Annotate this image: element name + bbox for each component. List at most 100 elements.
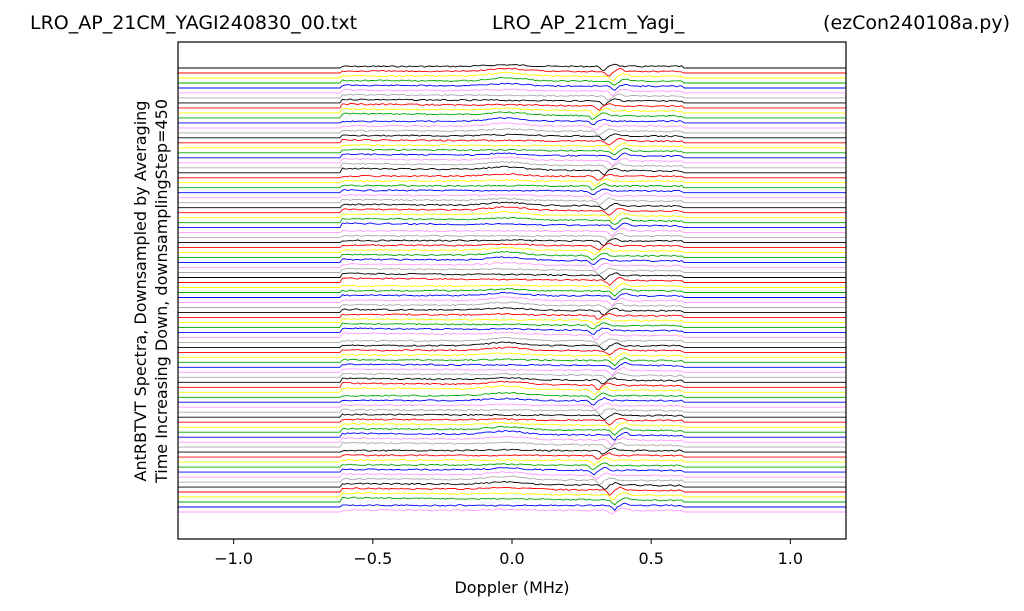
x-axis-ticks: −1.0 −0.5 0.0 0.5 1.0 bbox=[214, 539, 803, 568]
spectrum-trace bbox=[178, 447, 846, 455]
spectrum-trace bbox=[178, 380, 846, 390]
spectrum-trace bbox=[178, 317, 846, 325]
spectrum-trace bbox=[178, 156, 846, 167]
spectrum-trace bbox=[178, 82, 846, 91]
spectrum-trace bbox=[178, 372, 846, 381]
spectrum-trace bbox=[178, 147, 846, 156]
spectrum-trace bbox=[178, 152, 846, 161]
spectrum-trace bbox=[178, 352, 846, 361]
spectrum-trace bbox=[178, 71, 846, 82]
spectrum-trace bbox=[178, 507, 846, 515]
spectrum-trace bbox=[178, 283, 846, 292]
spectrum-trace bbox=[178, 301, 846, 311]
spectrum-trace bbox=[178, 188, 846, 196]
spectrum-trace bbox=[178, 117, 846, 126]
spectrum-trace bbox=[178, 232, 846, 241]
spectrum-trace bbox=[178, 462, 846, 470]
spectrum-trace bbox=[178, 396, 846, 406]
spectrum-trace bbox=[178, 67, 846, 77]
spectrum-trace bbox=[178, 77, 846, 86]
spectrum-trace bbox=[178, 408, 846, 416]
spectra-traces bbox=[178, 63, 846, 515]
spectrum-trace bbox=[178, 227, 846, 237]
spectrum-trace bbox=[178, 367, 846, 377]
spectrum-trace bbox=[178, 206, 846, 216]
x-axis-label: Doppler (MHz) bbox=[454, 578, 569, 597]
spectrum-trace bbox=[178, 336, 846, 347]
spectrum-trace bbox=[178, 346, 846, 356]
y-axis-label-group: AntRBTVT Spectra, Downsampled by Averagi… bbox=[131, 99, 171, 484]
spectrum-trace bbox=[178, 452, 846, 460]
y-axis-label-line-2: Time Increasing Down, downsamplingStep=4… bbox=[152, 99, 171, 484]
spectrum-trace bbox=[178, 402, 846, 411]
x-tick-label: 1.0 bbox=[778, 549, 803, 568]
spectrum-trace bbox=[178, 133, 846, 141]
spectrum-trace bbox=[178, 272, 846, 281]
spectrum-trace bbox=[178, 246, 846, 256]
spectrum-trace bbox=[178, 296, 846, 307]
spectrum-trace bbox=[178, 127, 846, 136]
spectrum-trace bbox=[178, 107, 846, 116]
spectrum-trace bbox=[178, 422, 846, 431]
spectrum-trace bbox=[178, 322, 846, 330]
spectrum-trace bbox=[178, 486, 846, 496]
spectrum-trace bbox=[178, 182, 846, 191]
spectrum-trace bbox=[178, 173, 846, 181]
spectrum-trace bbox=[178, 160, 846, 170]
spectrum-trace bbox=[178, 341, 846, 351]
spectrum-trace bbox=[178, 238, 846, 246]
x-tick-label: −0.5 bbox=[353, 549, 392, 568]
spectrum-trace bbox=[178, 331, 846, 341]
spectrum-trace bbox=[178, 491, 846, 501]
spectrum-trace bbox=[178, 376, 846, 385]
spectrum-trace bbox=[178, 412, 846, 421]
spectrum-trace bbox=[178, 256, 846, 265]
spectrum-trace bbox=[178, 480, 846, 491]
spectrum-trace bbox=[178, 103, 846, 111]
spectrum-trace bbox=[178, 201, 846, 211]
spectrum-trace bbox=[178, 267, 846, 276]
spectrum-trace bbox=[178, 216, 846, 225]
spectrum-trace bbox=[178, 502, 846, 512]
title-filename: LRO_AP_21CM_YAGI240830_00.txt bbox=[30, 12, 357, 34]
spectrum-trace bbox=[178, 466, 846, 476]
spectrum-trace bbox=[178, 417, 846, 426]
spectrum-trace bbox=[178, 197, 846, 207]
spectrum-trace bbox=[178, 276, 846, 287]
spectrum-trace bbox=[178, 192, 846, 201]
spectrum-trace bbox=[178, 288, 846, 297]
title-antenna: LRO_AP_21cm_Yagi_ bbox=[492, 12, 685, 34]
spectrum-trace bbox=[178, 111, 846, 120]
y-axis-label-line-1: AntRBTVT Spectra, Downsampled by Averagi… bbox=[131, 101, 150, 482]
spectrum-trace bbox=[178, 430, 846, 441]
spectrum-trace bbox=[178, 475, 846, 486]
spectrum-trace bbox=[178, 307, 846, 316]
x-tick-label: 0.5 bbox=[638, 549, 663, 568]
spectrum-trace bbox=[178, 435, 846, 446]
spectrum-trace bbox=[178, 385, 846, 395]
spectrum-trace bbox=[178, 391, 846, 401]
spectrum-trace bbox=[178, 457, 846, 466]
spectrum-trace bbox=[178, 210, 846, 221]
spectrum-trace bbox=[178, 327, 846, 335]
spectrum-trace bbox=[178, 63, 846, 71]
spectrum-trace bbox=[178, 356, 846, 367]
x-tick-label: −1.0 bbox=[214, 549, 253, 568]
spectrum-trace bbox=[178, 222, 846, 230]
spectrum-trace bbox=[178, 138, 846, 146]
spectrum-trace bbox=[178, 425, 846, 436]
spectrum-trace bbox=[178, 251, 846, 261]
spectrum-trace bbox=[178, 242, 846, 251]
spectrum-trace bbox=[178, 291, 846, 301]
spectrum-trace bbox=[178, 142, 846, 152]
spectrum-trace bbox=[178, 88, 846, 97]
spectrum-trace bbox=[178, 98, 846, 107]
x-tick-label: 0.0 bbox=[499, 549, 524, 568]
spectrum-trace bbox=[178, 312, 846, 320]
title-script: (ezCon240108a.py) bbox=[823, 12, 1010, 34]
spectrum-trace bbox=[178, 165, 846, 176]
spectrum-trace bbox=[178, 178, 846, 187]
spectrum-trace bbox=[178, 93, 846, 101]
spectrum-trace bbox=[178, 441, 846, 450]
